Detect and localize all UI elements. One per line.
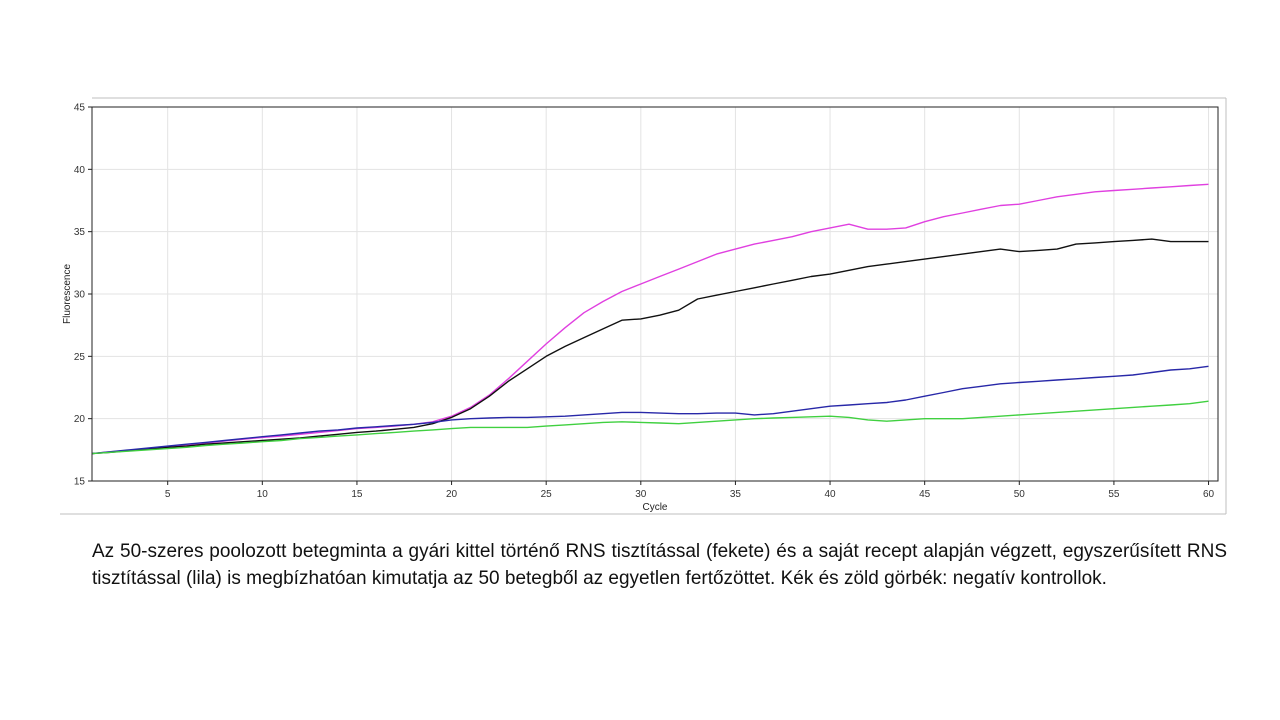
x-tick-label: 45 (919, 489, 931, 500)
x-tick-label: 15 (351, 489, 363, 500)
x-tick-label: 30 (635, 489, 647, 500)
x-tick-label: 25 (541, 489, 553, 500)
x-tick-label: 60 (1203, 489, 1215, 500)
y-tick-label: 45 (74, 103, 86, 114)
x-axis-ticks: 5 10 15 20 25 30 35 40 45 50 55 60 (165, 481, 1215, 500)
x-tick-label: 50 (1014, 489, 1026, 500)
x-tick-label: 35 (730, 489, 742, 500)
series-line-4 (91, 400, 1209, 455)
y-tick-label: 40 (74, 165, 86, 176)
y-tick-label: 25 (74, 352, 86, 363)
series-line-3 (91, 365, 1209, 455)
x-axis-title: Cycle (642, 502, 667, 513)
x-tick-label: 10 (257, 489, 269, 500)
y-tick-label: 20 (74, 414, 86, 425)
x-tick-label: 55 (1108, 489, 1120, 500)
grid (92, 106, 1218, 482)
x-tick-label: 40 (824, 489, 836, 500)
y-tick-label: 15 (74, 477, 86, 488)
series-line-1 (91, 183, 1209, 455)
y-axis-ticks: 15 20 25 30 35 40 45 (74, 103, 92, 488)
series-lines (91, 183, 1209, 455)
x-tick-label: 5 (165, 489, 171, 500)
series-line-2 (91, 238, 1209, 455)
y-tick-label: 35 (74, 227, 86, 238)
figure-caption: Az 50-szeres poolozott betegminta a gyár… (92, 541, 1227, 589)
y-axis-title: Fluorescence (62, 264, 73, 324)
x-tick-label: 20 (446, 489, 458, 500)
y-tick-label: 30 (74, 290, 86, 301)
chart: 5 10 15 20 25 30 35 40 45 50 55 60 15 20 25 30 35 40 45 C… (60, 97, 1227, 515)
